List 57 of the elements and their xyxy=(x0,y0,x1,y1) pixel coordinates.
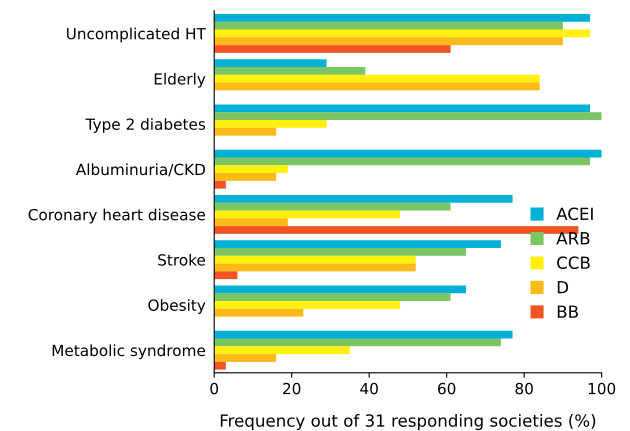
legend-label: BB xyxy=(558,306,578,318)
bar xyxy=(214,59,327,67)
bar xyxy=(214,218,288,226)
bar xyxy=(214,362,226,370)
y-tick-label: Coronary heart disease xyxy=(28,208,206,224)
legend-label: ARB xyxy=(556,232,590,244)
bar xyxy=(214,120,327,128)
y-tick-label: Obesity xyxy=(148,299,206,314)
bar xyxy=(214,157,590,166)
x-tick-label: 20 xyxy=(283,382,300,394)
bar xyxy=(214,14,590,22)
bar xyxy=(214,173,276,181)
bar xyxy=(214,301,400,309)
bar xyxy=(214,338,501,346)
bar xyxy=(214,202,451,211)
x-tick-label: 60 xyxy=(438,382,456,394)
bar xyxy=(214,226,578,234)
y-tick-label: Uncomplicated HT xyxy=(66,28,206,42)
y-tick-label: Metabolic syndrome xyxy=(52,344,206,360)
y-tick-label: Stroke xyxy=(158,254,206,266)
y-tick-label: Type 2 diabetes xyxy=(86,118,206,133)
x-tick-label: 40 xyxy=(360,382,378,394)
x-tick-label: 0 xyxy=(210,382,218,394)
bar xyxy=(214,66,366,75)
bar xyxy=(214,264,416,272)
bar xyxy=(214,150,602,158)
bar xyxy=(214,346,350,354)
bar xyxy=(214,285,466,294)
bar xyxy=(214,271,238,280)
y-tick-label: Albuminuria/CKD xyxy=(76,163,205,176)
bar xyxy=(214,194,513,203)
bar xyxy=(214,293,451,302)
bar xyxy=(214,248,466,256)
legend-label: ACEI xyxy=(556,208,593,220)
bar xyxy=(214,104,590,112)
bar xyxy=(214,210,400,218)
y-tick-label: Elderly xyxy=(154,72,206,88)
legend-label: CCB xyxy=(557,256,590,270)
bar xyxy=(214,180,226,189)
bar xyxy=(214,330,513,339)
bar xyxy=(214,354,276,362)
bar xyxy=(214,22,563,30)
x-axis-title: Frequency out of 31 responding societies (%) xyxy=(220,414,596,430)
x-tick-label: 80 xyxy=(515,382,533,394)
bar xyxy=(214,82,540,90)
bar xyxy=(214,74,540,83)
x-tick-label: 100 xyxy=(588,382,616,394)
bar xyxy=(214,37,563,46)
legend-label: D xyxy=(558,281,568,294)
bar xyxy=(214,308,304,317)
bar xyxy=(214,128,276,136)
bar xyxy=(214,45,451,53)
bar xyxy=(214,256,416,264)
bar xyxy=(214,112,602,120)
bar xyxy=(214,165,288,174)
bar xyxy=(214,240,501,248)
bar xyxy=(214,30,590,38)
